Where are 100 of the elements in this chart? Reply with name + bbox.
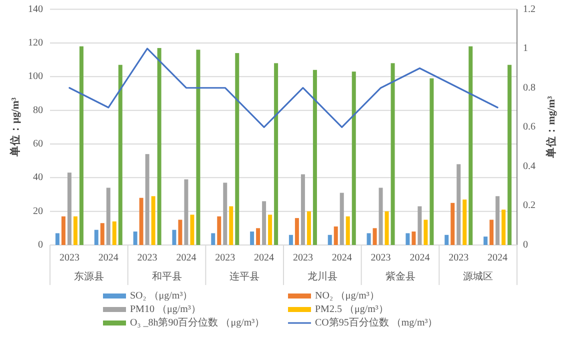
bar [288, 234, 293, 245]
y2-tick-label: 1 [523, 43, 528, 54]
bar [184, 179, 188, 245]
y2-tick-label: 0.8 [523, 82, 536, 94]
bar [256, 228, 260, 245]
bar [67, 172, 72, 245]
legend-label: CO第95百分位数 （mg/m³） [315, 316, 438, 328]
bar [372, 228, 377, 245]
bar [79, 46, 84, 245]
x-tick-label: 2023 [370, 252, 391, 264]
bar [424, 220, 428, 245]
bar [262, 201, 266, 245]
line-series [68, 48, 498, 128]
bar [462, 200, 467, 245]
x-tick-label: 2024 [176, 252, 196, 264]
bar [346, 216, 350, 245]
x-tick-label: 2024 [332, 252, 352, 264]
bar [268, 214, 272, 245]
y2-tick-label: 1.2 [523, 4, 536, 15]
bar [300, 174, 305, 245]
bar [484, 236, 488, 245]
bar [196, 50, 200, 245]
bar [94, 230, 98, 245]
x-tick-label: 2023 [137, 252, 158, 264]
y2-tick-label: 0 [523, 240, 528, 250]
bar [412, 232, 416, 245]
bar [328, 234, 332, 245]
bar [456, 164, 461, 245]
bar [118, 64, 122, 245]
bar [418, 206, 422, 245]
bar [229, 206, 234, 245]
bar [190, 214, 194, 245]
y-tick-label: 60 [33, 138, 43, 150]
bar [334, 226, 338, 245]
bar [294, 218, 299, 245]
bar [496, 196, 500, 245]
text: 紫金县 [385, 270, 416, 282]
y2-tick-label: 0.4 [523, 160, 536, 172]
bar [139, 198, 144, 245]
bar [217, 216, 222, 245]
y-tick-label: 100 [28, 71, 43, 82]
bar [502, 210, 506, 245]
x-tick-label: 2024 [410, 252, 430, 264]
bar [312, 70, 317, 245]
y-tick-label: 40 [33, 172, 43, 184]
bar [112, 221, 116, 245]
y2-axis-title: 单位：mg/m³ [544, 96, 558, 159]
x-tick-label: 2024 [98, 252, 118, 264]
text: 龙川县 [307, 270, 338, 282]
bar [444, 234, 449, 245]
bar [157, 48, 162, 245]
bar [151, 196, 156, 245]
legend-label: SO₂ （μg/m³） [130, 290, 193, 302]
y2-tick-label: 0.2 [523, 200, 536, 212]
text: 东源县 [74, 270, 104, 282]
bar [384, 211, 389, 245]
legend-label: O₃ _8h第90百分位数 （μg/m³） [130, 316, 265, 328]
x-tick-label: 2023 [292, 252, 313, 264]
bar [306, 211, 311, 245]
legend-label: NO₂ （μg/m³） [315, 290, 380, 302]
x-tick-label: 2023 [59, 252, 80, 264]
bar [508, 64, 512, 245]
bar [172, 230, 176, 245]
legend-label: PM10 （μg/m³） [130, 304, 201, 315]
text: 连平县 [230, 270, 260, 282]
bar [133, 232, 138, 245]
bar [352, 72, 356, 245]
y-tick-label: 120 [28, 37, 43, 48]
bar [211, 233, 216, 245]
x-tick-label: 2023 [215, 252, 236, 264]
legend-label: PM2.5 （μg/m³） [315, 304, 388, 315]
y-tick-label: 80 [33, 104, 43, 116]
bar [250, 232, 254, 245]
bar [61, 216, 66, 245]
bar [390, 63, 395, 245]
bar [178, 220, 182, 245]
bar [468, 46, 473, 245]
bar [73, 216, 78, 245]
y-tick-label: 0 [38, 240, 43, 250]
bar [406, 233, 410, 245]
bar [235, 53, 240, 245]
bar [430, 78, 434, 245]
y-axis-title: 单位：μg/m³ [8, 97, 22, 158]
x-tick-label: 2024 [254, 252, 274, 264]
bar [106, 188, 110, 245]
text: 源城区 [463, 270, 494, 282]
y-tick-label: 140 [28, 4, 43, 15]
bar [223, 182, 228, 245]
bar [274, 63, 278, 245]
bar [145, 154, 150, 245]
text: 和平县 [152, 270, 182, 282]
bar [340, 192, 344, 245]
bar [55, 233, 60, 245]
x-tick-label: 2024 [488, 252, 508, 264]
y-tick-label: 20 [33, 206, 43, 217]
bar [490, 220, 494, 245]
bar [100, 223, 104, 245]
bar [450, 202, 455, 245]
bar [378, 188, 383, 245]
bar [366, 233, 371, 245]
